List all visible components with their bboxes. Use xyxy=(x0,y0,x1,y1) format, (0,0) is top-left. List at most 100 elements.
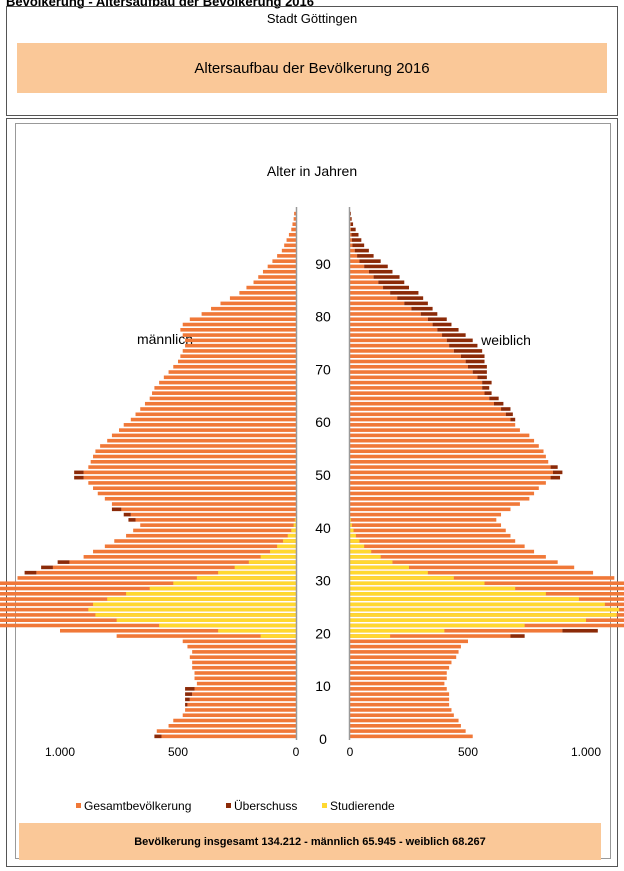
female-total-bar xyxy=(350,518,497,522)
female-total-bar xyxy=(350,512,502,517)
female-surplus-bar xyxy=(432,322,452,327)
female-surplus-bar xyxy=(350,217,352,221)
male-total-bar xyxy=(83,555,296,559)
male-total-bar xyxy=(152,391,296,395)
female-total-bar xyxy=(350,533,511,538)
female-students-bar xyxy=(350,549,372,554)
female-surplus-bar xyxy=(437,328,459,332)
male-total-bar xyxy=(144,401,296,406)
female-surplus-bar xyxy=(411,306,433,311)
female-total-bar xyxy=(350,227,351,232)
female-students-bar xyxy=(350,586,516,591)
female-total-bar xyxy=(350,269,369,274)
male-students-bar xyxy=(287,533,296,538)
female-students-bar xyxy=(350,581,485,586)
male-total-bar xyxy=(130,512,296,517)
female-surplus-bar xyxy=(378,280,405,285)
male-students-bar xyxy=(159,623,296,628)
male-total-bar xyxy=(277,254,296,258)
male-students-bar xyxy=(149,586,296,591)
female-total-bar xyxy=(350,291,391,295)
female-total-bar xyxy=(350,570,594,575)
female-total-bar xyxy=(350,465,551,469)
male-surplus-bar xyxy=(111,507,122,512)
male-total-bar xyxy=(192,650,296,654)
x-tick-label-right: 1.000 xyxy=(571,745,601,759)
male-total-bar xyxy=(121,507,296,512)
female-total-bar xyxy=(350,692,450,696)
male-students-bar xyxy=(234,565,296,570)
male-total-bar xyxy=(0,623,297,628)
female-surplus-bar xyxy=(351,238,362,242)
female-students-bar xyxy=(350,523,352,527)
legend-label: Studierende xyxy=(330,799,395,813)
male-total-bar xyxy=(168,724,296,728)
male-surplus-bar xyxy=(24,570,37,575)
male-total-bar xyxy=(201,312,296,316)
female-total-bar xyxy=(350,423,516,427)
female-total-bar xyxy=(350,544,525,549)
female-surplus-bar xyxy=(368,269,393,274)
female-total-bar xyxy=(350,285,384,290)
male-total-bar xyxy=(156,729,296,733)
female-total-bar xyxy=(350,254,358,258)
female-students-bar xyxy=(350,623,525,628)
female-total-bar xyxy=(350,412,506,417)
female-total-bar xyxy=(350,576,615,580)
male-total-bar xyxy=(135,412,296,417)
header-panel: Stadt Göttingen Altersaufbau der Bevölke… xyxy=(6,6,618,116)
male-total-bar xyxy=(36,570,297,575)
male-total-bar xyxy=(168,370,296,374)
female-total-bar xyxy=(350,697,450,702)
female-total-bar xyxy=(350,481,546,485)
male-total-bar xyxy=(189,317,296,322)
male-total-bar xyxy=(95,449,297,454)
female-surplus-bar xyxy=(357,254,374,258)
male-total-bar xyxy=(178,359,296,364)
male-total-bar xyxy=(180,354,296,358)
male-students-bar xyxy=(107,597,296,601)
male-total-bar xyxy=(140,523,296,527)
female-total-bar xyxy=(350,729,466,733)
female-total-bar xyxy=(350,343,450,348)
age-tick-label: 40 xyxy=(315,520,331,536)
male-total-bar xyxy=(133,528,296,533)
female-total-bar xyxy=(350,681,445,686)
female-students-bar xyxy=(350,634,391,638)
legend-label: Gesamtbevölkerung xyxy=(84,799,191,813)
female-total-bar xyxy=(350,549,535,554)
male-total-bar xyxy=(140,407,296,411)
male-total-bar xyxy=(293,217,296,221)
age-tick-label: 50 xyxy=(315,467,331,483)
female-students-bar xyxy=(350,570,428,575)
female-surplus-bar xyxy=(510,634,525,638)
male-total-bar xyxy=(88,481,296,485)
female-total-bar xyxy=(350,396,490,401)
male-total-bar xyxy=(17,576,297,580)
female-total-bar xyxy=(350,718,459,723)
male-total-bar xyxy=(69,560,296,564)
male-total-bar xyxy=(196,681,296,686)
female-surplus-bar xyxy=(397,296,424,300)
female-students-bar xyxy=(350,565,409,570)
female-total-bar xyxy=(350,665,450,670)
female-surplus-bar xyxy=(501,407,511,411)
male-students-bar xyxy=(260,555,296,559)
male-total-bar xyxy=(93,486,296,490)
female-total-bar xyxy=(350,433,530,438)
male-total-bar xyxy=(194,687,296,691)
male-total-bar xyxy=(281,248,296,253)
male-total-bar xyxy=(292,222,296,226)
female-students-bar xyxy=(350,597,579,601)
female-total-bar xyxy=(350,259,360,263)
male-surplus-bar xyxy=(57,560,70,564)
female-students-bar xyxy=(350,607,620,612)
male-total-bar xyxy=(229,296,296,300)
male-students-bar xyxy=(88,607,296,612)
male-students-bar xyxy=(283,539,296,543)
x-tick-label-right: 500 xyxy=(458,745,478,759)
female-total-bar xyxy=(350,628,563,633)
male-students-bar xyxy=(95,613,297,617)
female-total-bar xyxy=(350,486,539,490)
male-total-bar xyxy=(83,470,296,475)
